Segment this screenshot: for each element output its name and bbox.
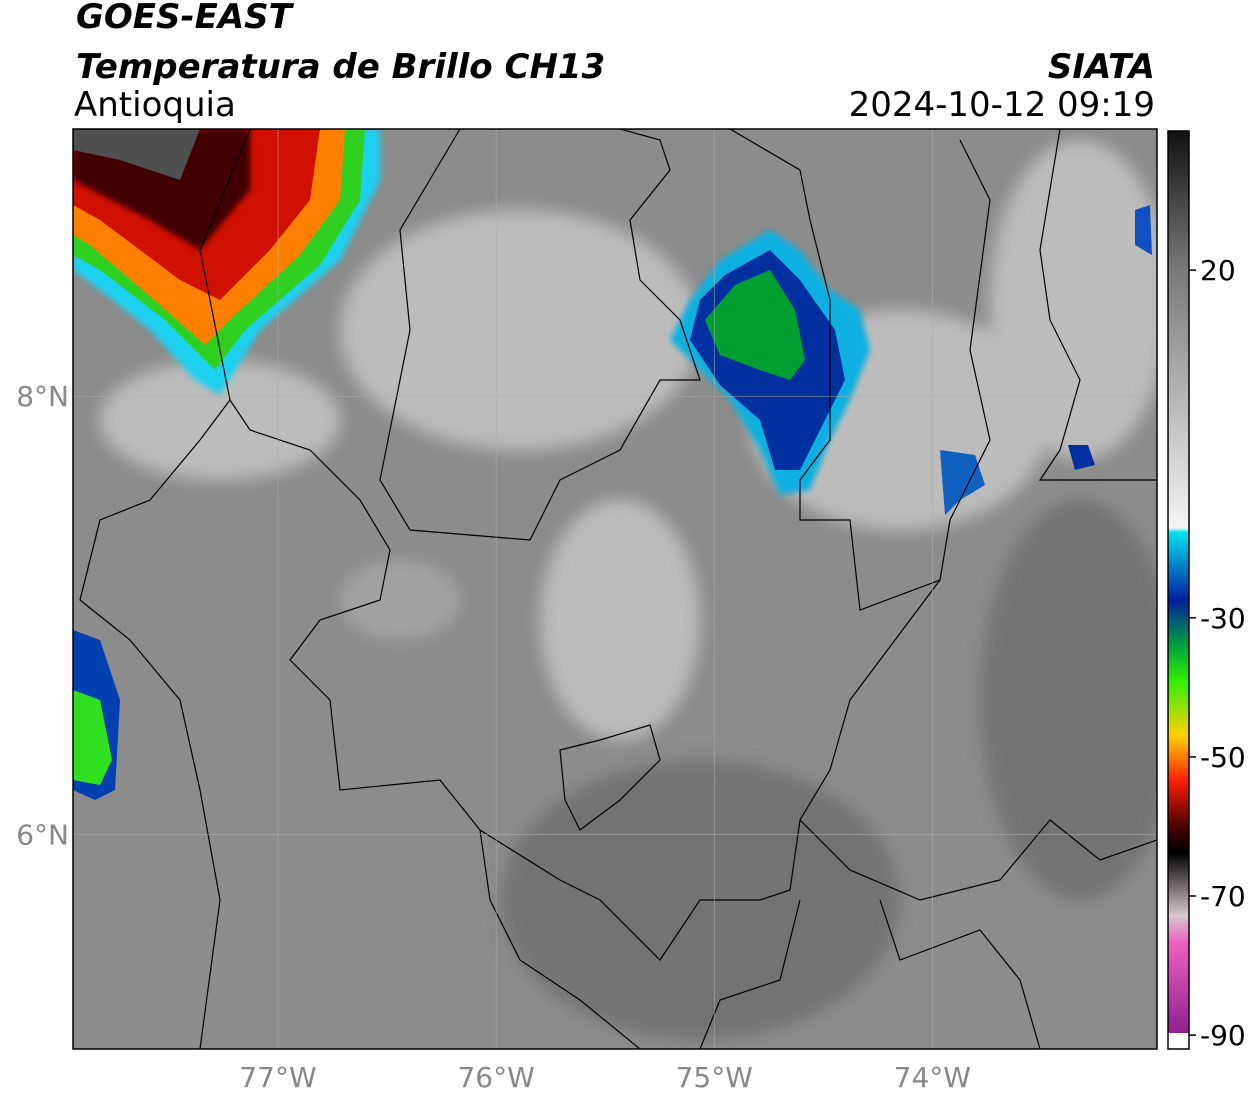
lon-tick-label: 74°W: [894, 1061, 971, 1094]
colorbar-tick-label: -50: [1200, 741, 1246, 774]
colorbar-tick-label: -70: [1200, 880, 1246, 913]
agency-label: SIATA: [1048, 47, 1155, 87]
grid-layer: [73, 129, 1157, 1049]
map-frame: [72, 128, 1158, 1050]
colorbar: [1168, 131, 1189, 1033]
product-title: Temperatura de Brillo CH13: [76, 47, 605, 87]
colorbar-tick-label: 20: [1200, 254, 1236, 287]
colorbar-tick-label: -90: [1200, 1019, 1246, 1052]
region-label: Antioquia: [74, 85, 236, 125]
colorbar-tick-label: -30: [1200, 602, 1246, 635]
lat-tick-label: 8°N: [16, 380, 69, 413]
lon-tick-label: 77°W: [239, 1061, 316, 1094]
lon-tick-label: 75°W: [676, 1061, 753, 1094]
lon-tick-label: 76°W: [457, 1061, 534, 1094]
datetime-label: 2024-10-12 09:19: [849, 85, 1155, 125]
lat-tick-label: 6°N: [16, 818, 69, 851]
colorbar-frame: [1167, 130, 1190, 1050]
satellite-title: GOES-EAST: [76, 0, 295, 37]
satellite-image: [73, 129, 1157, 1049]
colorbar-under: [1168, 1033, 1189, 1049]
